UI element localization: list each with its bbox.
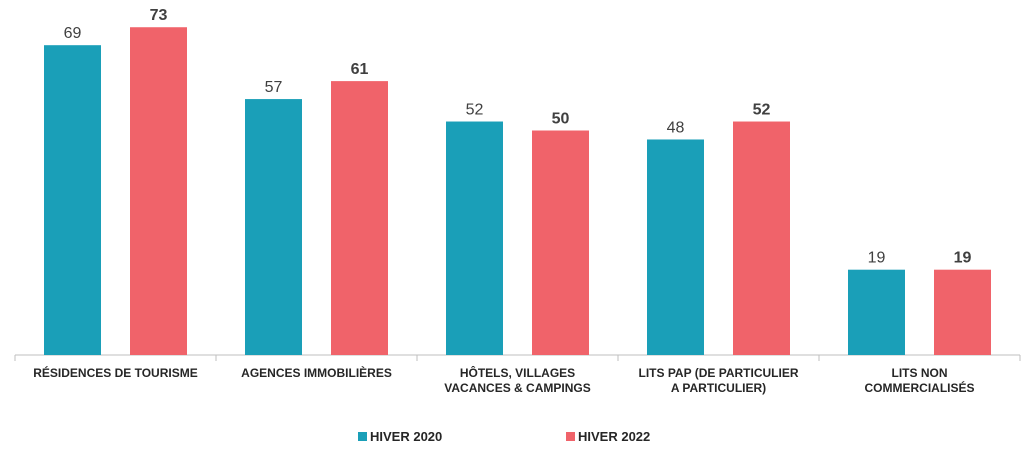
- bar: [848, 269, 905, 355]
- x-tick-label: LITS PAP (DE PARTICULIER A PARTICULIER): [638, 366, 799, 395]
- x-tick-label: LITS NON COMMERCIALISÉS: [864, 366, 975, 395]
- value-label: 52: [466, 102, 484, 119]
- legend-item: HIVER 2020: [358, 429, 442, 444]
- x-tick-label: RÉSIDENCES DE TOURISME: [33, 366, 198, 380]
- value-label: 19: [868, 250, 886, 267]
- value-label: 61: [351, 61, 369, 78]
- legend-label: HIVER 2020: [370, 429, 443, 444]
- value-label: 50: [552, 111, 570, 128]
- bar: [245, 99, 302, 355]
- bar: [532, 130, 589, 355]
- bar: [934, 269, 991, 355]
- bar: [44, 45, 101, 355]
- legend-label: HIVER 2022: [578, 429, 651, 444]
- bar: [130, 27, 187, 355]
- legend-item: HIVER 2022: [566, 429, 650, 444]
- bar: [331, 81, 388, 356]
- x-tick-label: HÔTELS, VILLAGES VACANCES & CAMPINGS: [444, 366, 591, 395]
- value-label: 73: [150, 7, 168, 24]
- value-label: 52: [753, 102, 771, 119]
- value-label: 69: [64, 25, 82, 42]
- value-label: 57: [265, 79, 283, 96]
- value-label: 48: [667, 119, 685, 136]
- bar: [446, 121, 503, 356]
- legend-swatch: [566, 432, 575, 441]
- bar: [647, 139, 704, 355]
- x-tick-label: AGENCES IMMOBILIÈRES: [241, 366, 392, 380]
- bar: [733, 121, 790, 356]
- value-label: 19: [954, 250, 972, 267]
- legend-swatch: [358, 432, 367, 441]
